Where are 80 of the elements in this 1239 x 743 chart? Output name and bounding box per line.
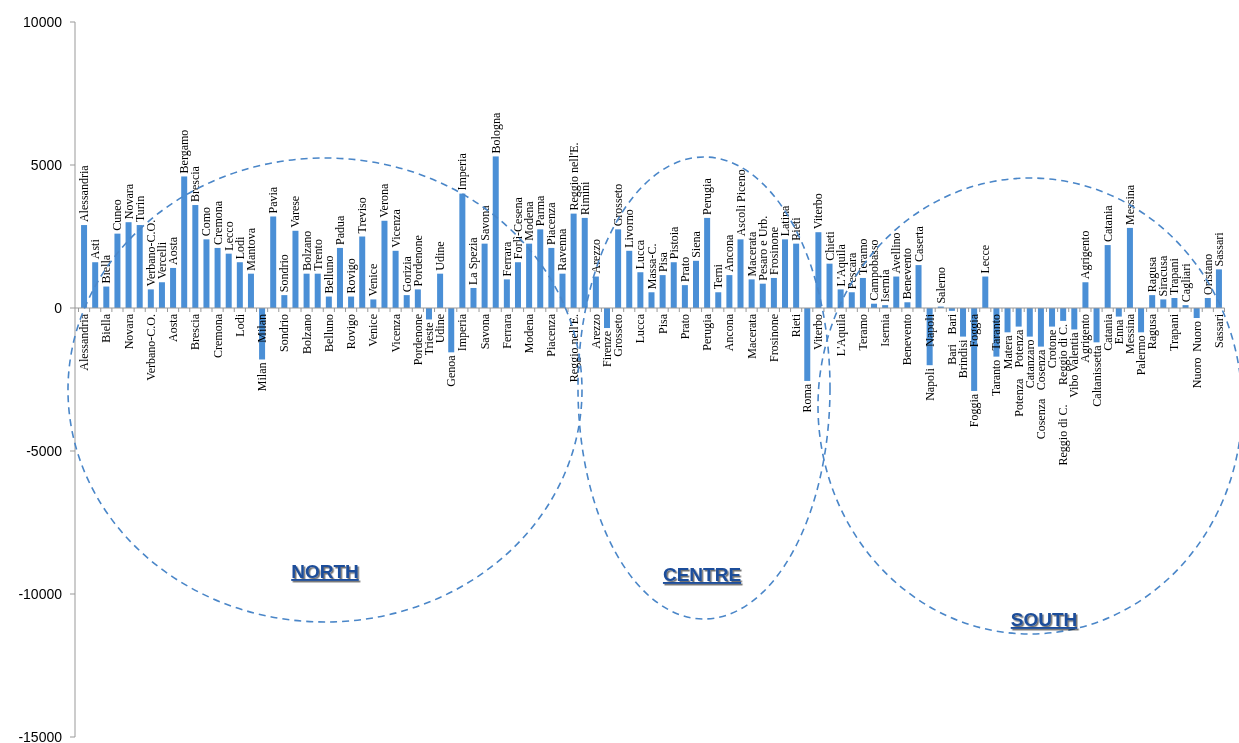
- data-label: Pavia: [266, 186, 281, 214]
- x-tick-label: Prato: [677, 314, 692, 340]
- data-label: Siena: [689, 230, 703, 258]
- x-tick-label: Milan: [255, 314, 270, 343]
- x-tick-label: Novara: [121, 313, 136, 350]
- data-label: Agrigento: [1078, 230, 1093, 280]
- x-tick-label: Sassari: [1211, 313, 1226, 348]
- annotation: NORTH: [291, 561, 359, 582]
- x-tick-label: Benevento: [900, 314, 915, 366]
- data-label: Aosta: [166, 236, 181, 265]
- data-label: Perugia: [700, 177, 715, 215]
- x-tick-label: Bari: [944, 313, 959, 335]
- data-label: Ragusa: [1145, 256, 1160, 293]
- data-label: Lecce: [978, 244, 993, 274]
- x-tick-label: Viterbo: [811, 314, 826, 350]
- x-tick-label: Udine: [433, 314, 448, 344]
- data-label: Salerno: [933, 266, 948, 304]
- x-tick-label: Venice: [366, 314, 381, 347]
- data-label: Sondrio: [277, 254, 292, 293]
- x-tick-label: Nuoro: [1189, 357, 1204, 389]
- y-tick-label: -5000: [26, 442, 63, 459]
- data-label: Treviso: [355, 197, 370, 234]
- x-tick-label: Trapani: [1167, 313, 1182, 351]
- x-tick-label: Frosinone: [766, 314, 781, 362]
- data-label: Rovigo: [344, 258, 359, 294]
- x-tick-label: Verbano-C.O.: [143, 314, 158, 381]
- data-label: Alessandria: [77, 164, 92, 223]
- x-tick-label: Perugia: [700, 313, 715, 351]
- data-label: Bologna: [488, 112, 503, 154]
- x-tick-label: Modena: [522, 313, 537, 354]
- x-tick-label: Vicenza: [388, 313, 403, 353]
- data-label: Messina: [1122, 184, 1137, 225]
- data-label: Padua: [332, 214, 347, 245]
- x-tick-label: Rovigo: [344, 314, 359, 350]
- y-tick-label: 10000: [23, 13, 63, 30]
- data-label: Teramo: [855, 238, 870, 275]
- x-tick-label: Grosseto: [611, 314, 626, 357]
- x-tick-label: Isernia: [878, 313, 893, 347]
- x-tick-label: Napoli: [922, 313, 937, 347]
- x-tick-label: L'Aquila: [833, 313, 848, 357]
- x-tick-label: Macerata: [744, 313, 759, 359]
- data-label: Reggio nell'E.: [566, 142, 581, 211]
- data-label: Udine: [433, 241, 448, 271]
- x-tick-label: Ferrara: [499, 313, 514, 349]
- x-tick-label: Alessandria: [77, 313, 92, 371]
- x-tick-label: Teramo: [855, 314, 870, 351]
- data-label: Arezzo: [588, 238, 603, 274]
- x-tick-label: Belluno: [321, 314, 336, 352]
- x-tick-label: Arezzo: [588, 314, 603, 349]
- x-tick-label: Sondrio: [277, 314, 292, 353]
- x-tick-label: Lucca: [633, 313, 648, 344]
- annotation: CENTRE: [662, 564, 742, 585]
- x-tick-label: Piacenza: [544, 313, 559, 357]
- x-tick-label: Cosenza: [1033, 398, 1048, 440]
- annotation: SOUTH: [1010, 609, 1078, 630]
- x-tick-label: Brescia: [188, 313, 203, 350]
- data-label: Imperia: [455, 152, 470, 191]
- y-tick-label: -10000: [18, 585, 63, 602]
- data-label: Catania: [1100, 204, 1115, 243]
- data-label: Roma: [800, 383, 815, 413]
- data-label: Trapani: [1167, 257, 1182, 295]
- x-tick-label: Pisa: [655, 313, 670, 335]
- x-tick-label: Aosta: [166, 313, 181, 342]
- x-tick-label: Ancona: [722, 313, 737, 352]
- x-tick-label: Reggio di C.: [1056, 404, 1071, 466]
- data-label: Varese: [288, 195, 303, 228]
- x-tick-label: Imperia: [455, 313, 470, 352]
- data-label: Genoa: [444, 354, 459, 387]
- data-label: Viterbo: [811, 193, 826, 230]
- x-tick-label: Rieti: [789, 313, 804, 338]
- x-tick-label: Cremona: [210, 313, 225, 358]
- y-tick-label: -15000: [18, 728, 63, 743]
- data-label: Venice: [366, 263, 381, 297]
- data-label: Firenze: [600, 331, 614, 367]
- x-tick-label: Biella: [99, 313, 114, 343]
- y-tick-label: 5000: [30, 156, 63, 173]
- x-tick-label: Bolzano: [299, 314, 314, 354]
- x-tick-label: Savona: [477, 313, 492, 350]
- x-tick-label: Lodi: [232, 313, 247, 337]
- y-tick-label: 0: [54, 299, 63, 316]
